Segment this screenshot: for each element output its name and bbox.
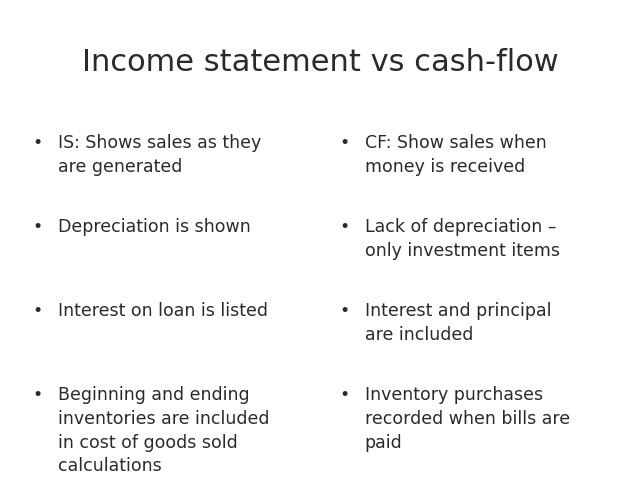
Text: Inventory purchases
recorded when bills are
paid: Inventory purchases recorded when bills … (365, 386, 570, 452)
Text: Lack of depreciation –
only investment items: Lack of depreciation – only investment i… (365, 218, 560, 260)
Text: Depreciation is shown: Depreciation is shown (58, 218, 250, 237)
Text: •: • (339, 134, 349, 153)
Text: •: • (32, 218, 42, 237)
Text: •: • (32, 386, 42, 404)
Text: Income statement vs cash-flow: Income statement vs cash-flow (82, 48, 558, 77)
Text: Interest and principal
are included: Interest and principal are included (365, 302, 551, 344)
Text: •: • (32, 302, 42, 321)
Text: •: • (339, 218, 349, 237)
Text: Interest on loan is listed: Interest on loan is listed (58, 302, 268, 321)
Text: •: • (339, 302, 349, 321)
Text: IS: Shows sales as they
are generated: IS: Shows sales as they are generated (58, 134, 261, 176)
Text: •: • (339, 386, 349, 404)
Text: Beginning and ending
inventories are included
in cost of goods sold
calculations: Beginning and ending inventories are inc… (58, 386, 269, 475)
Text: •: • (32, 134, 42, 153)
Text: CF: Show sales when
money is received: CF: Show sales when money is received (365, 134, 547, 176)
